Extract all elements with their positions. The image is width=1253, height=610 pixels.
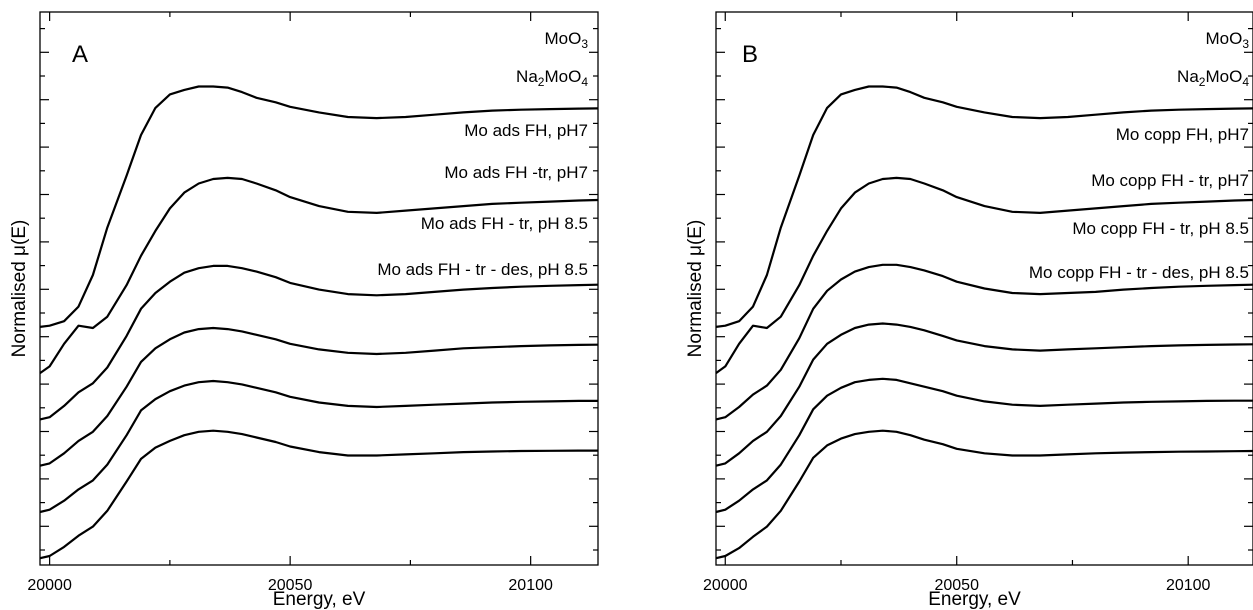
x-axis-label: Energy, eV: [928, 589, 1021, 610]
panel-b: 20000 20050 20100 Energy, eV Normalised μ(E)…: [685, 11, 1253, 610]
series-label: MoO3: [1205, 29, 1249, 51]
series-line: [715, 176, 1253, 374]
series-line: [39, 264, 599, 421]
series-line: [715, 377, 1253, 514]
series-label: Mo copp FH, pH7: [1116, 125, 1249, 144]
plot-frame: [715, 11, 1253, 566]
series-line: [715, 85, 1253, 328]
x-tick-label: 20050: [268, 577, 313, 594]
panel-label: B: [742, 41, 758, 68]
series-label: Mo ads FH, pH7: [464, 121, 588, 140]
x-tick-label: 20000: [703, 577, 748, 594]
series-label: Mo ads FH - tr, pH 8.5: [421, 214, 588, 233]
series-line: [39, 379, 598, 514]
series-label: Mo copp FH - tr, pH7: [1091, 171, 1249, 190]
series-label: Na2MoO4: [1177, 67, 1249, 89]
series-line: [39, 429, 598, 560]
x-tick-label: 20100: [508, 577, 553, 594]
series-line: [715, 322, 1253, 467]
x-axis-label: Energy, eV: [273, 589, 366, 610]
series-line: [715, 429, 1253, 560]
y-axis-label: Normalised μ(E): [9, 220, 30, 358]
panel-label: A: [72, 41, 88, 68]
plot-frame: [39, 11, 599, 566]
x-tick-label: 20050: [934, 577, 979, 594]
series-label: Mo copp FH - tr, pH 8.5: [1072, 219, 1249, 238]
series-label: Na2MoO4: [516, 67, 588, 89]
series-label: Mo ads FH -tr, pH7: [444, 163, 588, 182]
series-label: Mo ads FH - tr - des, pH 8.5: [377, 260, 588, 279]
y-axis-label: Normalised μ(E): [685, 220, 706, 358]
series-label: Mo copp FH - tr - des, pH 8.5: [1029, 263, 1249, 282]
series-line: [715, 263, 1253, 421]
x-tick-label: 20000: [27, 577, 72, 594]
series-line: [39, 176, 599, 375]
series-line: [39, 326, 599, 467]
series-label: MoO3: [544, 29, 588, 51]
x-tick-label: 20100: [1166, 577, 1211, 594]
panel-a: 20000 20050 20100 Energy, eV Normalised μ(E)…: [9, 11, 599, 610]
series-line: [39, 85, 599, 328]
